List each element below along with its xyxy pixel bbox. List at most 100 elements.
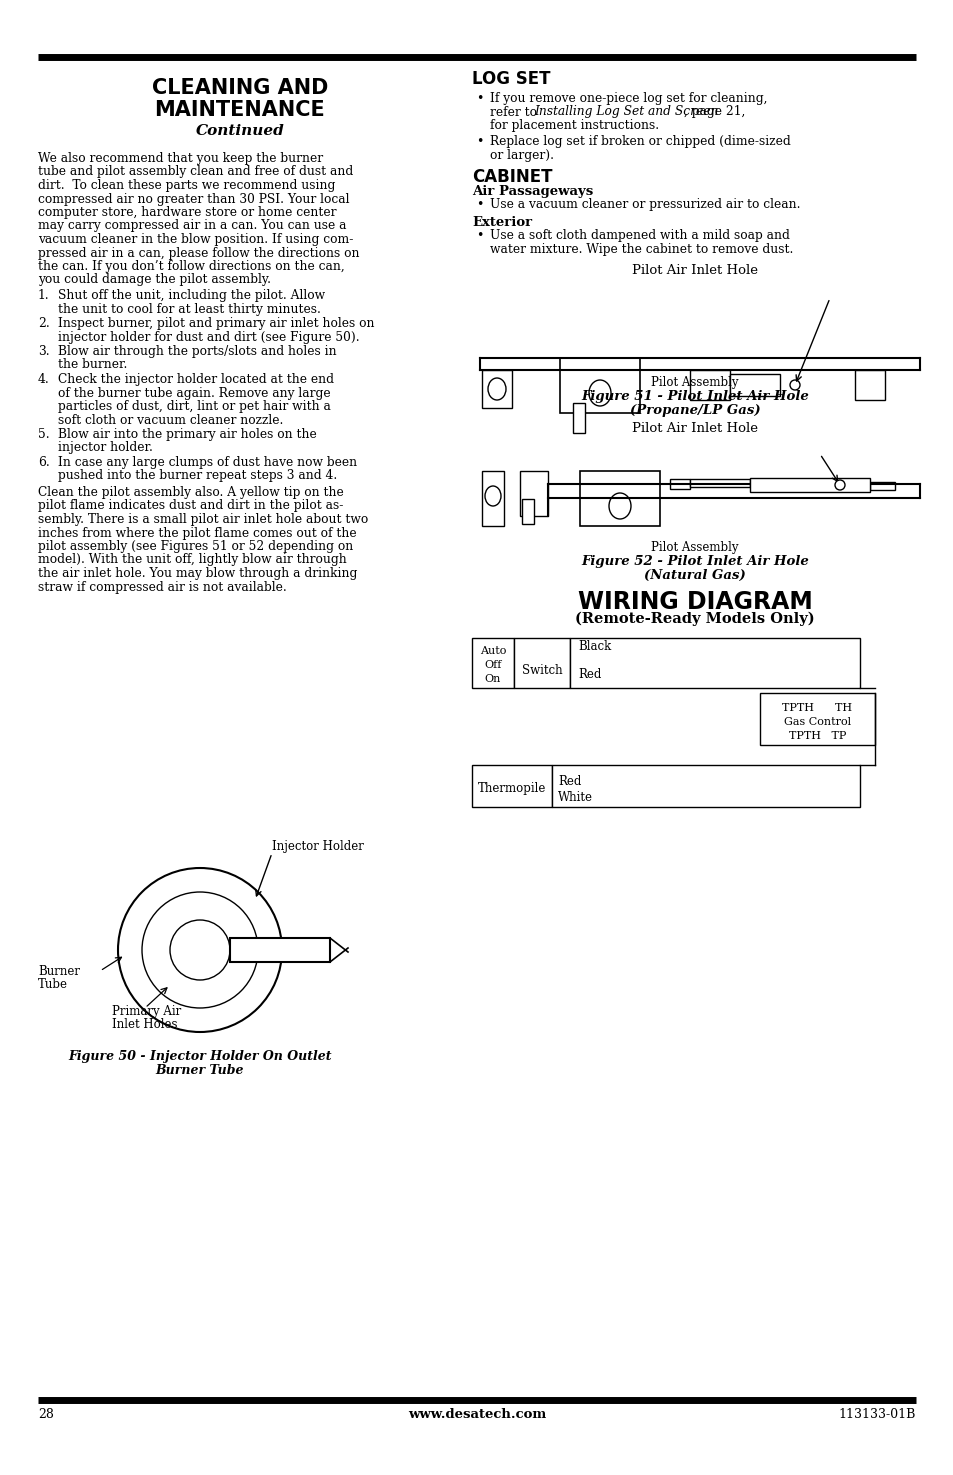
Text: model). With the unit off, lightly blow air through: model). With the unit off, lightly blow …: [38, 553, 346, 566]
Text: •: •: [476, 136, 483, 149]
Text: •: •: [476, 229, 483, 242]
Text: pilot flame indicates dust and dirt in the pilot as-: pilot flame indicates dust and dirt in t…: [38, 500, 343, 512]
Text: may carry compressed air in a can. You can use a: may carry compressed air in a can. You c…: [38, 220, 346, 233]
Text: , page 21,: , page 21,: [683, 106, 744, 118]
Text: the burner.: the burner.: [58, 358, 128, 372]
Text: Blow air through the ports/slots and holes in: Blow air through the ports/slots and hol…: [58, 345, 336, 358]
Circle shape: [789, 381, 800, 389]
Text: CLEANING AND: CLEANING AND: [152, 78, 328, 97]
Ellipse shape: [608, 493, 630, 519]
Bar: [760, 693, 874, 745]
Text: vacuum cleaner in the blow position. If using com-: vacuum cleaner in the blow position. If …: [38, 233, 353, 246]
Text: inches from where the pilot flame comes out of the: inches from where the pilot flame comes …: [38, 527, 356, 540]
Text: 4.: 4.: [38, 373, 50, 386]
Bar: [749, 478, 869, 493]
Text: Inspect burner, pilot and primary air inlet holes on: Inspect burner, pilot and primary air in…: [58, 317, 375, 330]
Text: pilot assembly (see Figures 51 or 52 depending on: pilot assembly (see Figures 51 or 52 dep…: [38, 540, 353, 553]
Text: 2.: 2.: [38, 317, 50, 330]
Text: Replace log set if broken or chipped (dime-sized: Replace log set if broken or chipped (di…: [490, 136, 790, 149]
Text: particles of dust, dirt, lint or pet hair with a: particles of dust, dirt, lint or pet hai…: [58, 400, 331, 413]
Text: injector holder.: injector holder.: [58, 441, 152, 454]
Text: •: •: [476, 91, 483, 105]
Text: (Remote-Ready Models Only): (Remote-Ready Models Only): [575, 612, 814, 627]
Text: 1.: 1.: [38, 289, 50, 302]
Text: In case any large clumps of dust have now been: In case any large clumps of dust have no…: [58, 456, 356, 469]
Text: pressed air in a can, please follow the directions on: pressed air in a can, please follow the …: [38, 246, 359, 260]
Text: If you remove one-piece log set for cleaning,: If you remove one-piece log set for clea…: [490, 91, 767, 105]
Text: soft cloth or vacuum cleaner nozzle.: soft cloth or vacuum cleaner nozzle.: [58, 413, 283, 426]
Text: Gas Control: Gas Control: [783, 717, 850, 727]
Bar: [573, 403, 584, 434]
Text: CABINET: CABINET: [472, 168, 552, 186]
Text: 3.: 3.: [38, 345, 50, 358]
Text: Burner Tube: Burner Tube: [155, 1063, 244, 1077]
Bar: [521, 499, 534, 524]
Ellipse shape: [484, 485, 500, 506]
Text: refer to: refer to: [490, 106, 540, 118]
Bar: [472, 766, 552, 807]
Bar: [569, 639, 859, 687]
Text: Primary Air: Primary Air: [112, 1004, 181, 1018]
Bar: [669, 479, 689, 490]
Text: the air inlet hole. You may blow through a drinking: the air inlet hole. You may blow through…: [38, 566, 357, 580]
Bar: [552, 766, 859, 807]
Text: computer store, hardware store or home center: computer store, hardware store or home c…: [38, 207, 336, 218]
Text: injector holder for dust and dirt (see Figure 50).: injector holder for dust and dirt (see F…: [58, 330, 359, 344]
Text: (Propane/LP Gas): (Propane/LP Gas): [629, 404, 760, 417]
Text: or larger).: or larger).: [490, 149, 554, 162]
Text: Check the injector holder located at the end: Check the injector holder located at the…: [58, 373, 334, 386]
Bar: [559, 358, 639, 413]
Text: Shut off the unit, including the pilot. Allow: Shut off the unit, including the pilot. …: [58, 289, 325, 302]
Text: Clean the pilot assembly also. A yellow tip on the: Clean the pilot assembly also. A yellow …: [38, 485, 343, 499]
Bar: [579, 471, 659, 527]
Bar: [472, 639, 514, 687]
Circle shape: [834, 479, 844, 490]
Text: the unit to cool for at least thirty minutes.: the unit to cool for at least thirty min…: [58, 302, 320, 316]
Text: On: On: [484, 674, 500, 684]
Text: Red: Red: [578, 668, 600, 681]
Text: Figure 50 - Injector Holder On Outlet: Figure 50 - Injector Holder On Outlet: [69, 1050, 332, 1063]
Bar: [689, 370, 729, 400]
Bar: [689, 479, 749, 487]
Text: water mixture. Wipe the cabinet to remove dust.: water mixture. Wipe the cabinet to remov…: [490, 242, 793, 255]
Text: Pilot Air Inlet Hole: Pilot Air Inlet Hole: [631, 422, 758, 435]
Text: TPTH      TH: TPTH TH: [781, 704, 852, 712]
Text: Auto: Auto: [479, 646, 506, 656]
Text: compressed air no greater than 30 PSI. Your local: compressed air no greater than 30 PSI. Y…: [38, 193, 349, 205]
Text: sembly. There is a small pilot air inlet hole about two: sembly. There is a small pilot air inlet…: [38, 513, 368, 527]
Bar: [230, 938, 330, 962]
Text: Use a vacuum cleaner or pressurized air to clean.: Use a vacuum cleaner or pressurized air …: [490, 198, 800, 211]
Bar: [869, 482, 894, 490]
Ellipse shape: [488, 378, 505, 400]
Ellipse shape: [588, 381, 610, 406]
Bar: [729, 375, 780, 395]
Text: Thermopile: Thermopile: [477, 782, 546, 795]
Text: tube and pilot assembly clean and free of dust and: tube and pilot assembly clean and free o…: [38, 165, 353, 178]
Text: you could damage the pilot assembly.: you could damage the pilot assembly.: [38, 273, 271, 286]
Text: LOG SET: LOG SET: [472, 69, 550, 88]
Text: Pilot Assembly: Pilot Assembly: [651, 541, 738, 555]
Bar: [854, 370, 884, 400]
Text: for placement instructions.: for placement instructions.: [490, 119, 659, 131]
Text: 6.: 6.: [38, 456, 50, 469]
Text: Pilot Air Inlet Hole: Pilot Air Inlet Hole: [631, 264, 758, 277]
Text: •: •: [476, 198, 483, 211]
Text: Black: Black: [578, 640, 611, 653]
Text: Air Passageways: Air Passageways: [472, 184, 593, 198]
Text: 28: 28: [38, 1409, 53, 1420]
Text: Inlet Holes: Inlet Holes: [112, 1018, 177, 1031]
Bar: [519, 471, 547, 516]
Text: Installing Log Set and Screen: Installing Log Set and Screen: [534, 106, 718, 118]
Text: the can. If you don’t follow directions on the can,: the can. If you don’t follow directions …: [38, 260, 344, 273]
Text: Tube: Tube: [38, 978, 68, 991]
Text: Red: Red: [558, 774, 580, 788]
Text: dirt.  To clean these parts we recommend using: dirt. To clean these parts we recommend …: [38, 178, 335, 192]
Bar: [481, 370, 512, 409]
Bar: [481, 471, 503, 527]
Text: Blow air into the primary air holes on the: Blow air into the primary air holes on t…: [58, 428, 316, 441]
Bar: [514, 639, 569, 687]
Text: Switch: Switch: [521, 664, 561, 677]
Text: Burner: Burner: [38, 965, 80, 978]
Text: MAINTENANCE: MAINTENANCE: [154, 100, 325, 119]
Text: Off: Off: [484, 659, 501, 670]
